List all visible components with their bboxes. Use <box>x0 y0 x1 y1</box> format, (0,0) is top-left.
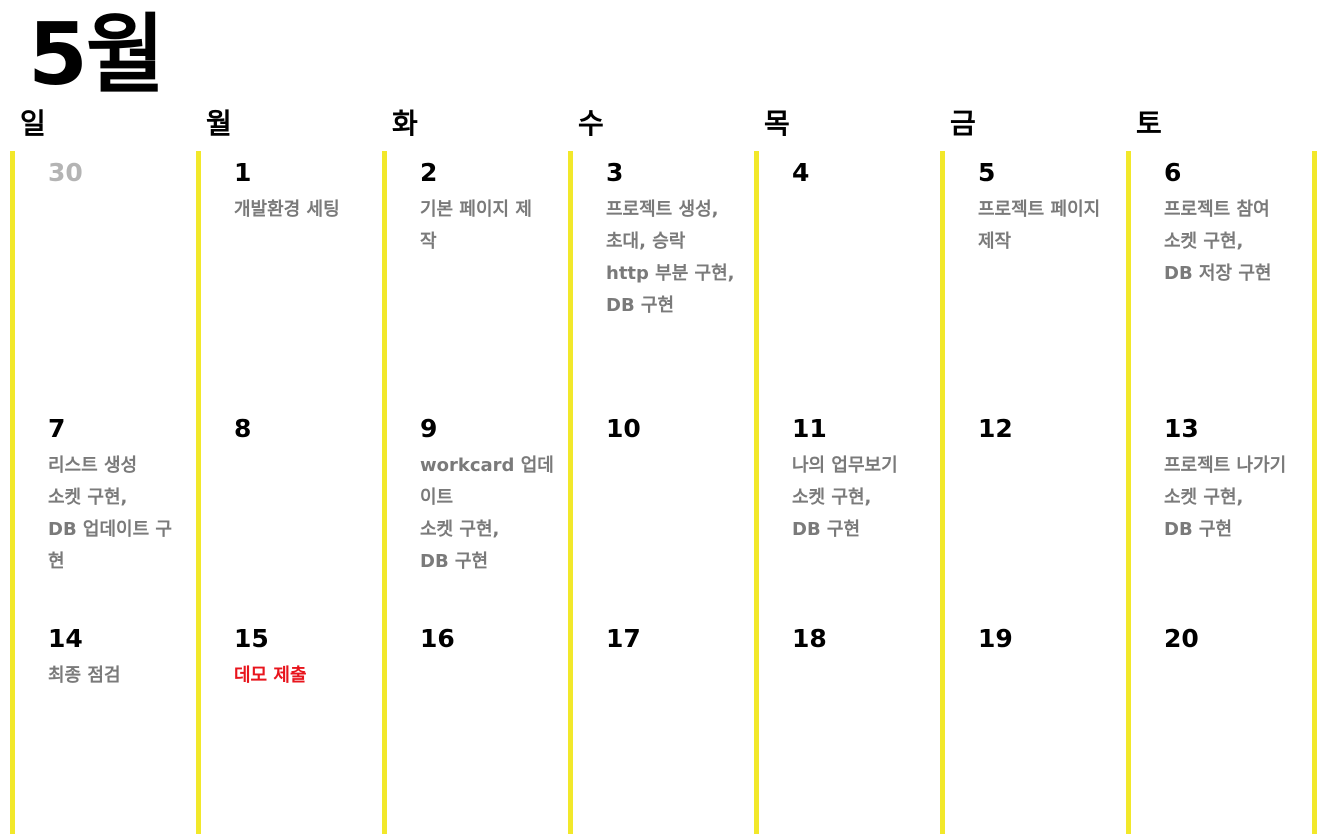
day-number: 6 <box>1164 158 1182 187</box>
event-line: 최종 점검 <box>48 665 121 686</box>
event-line: 현 <box>48 551 65 572</box>
day-number: 19 <box>978 624 1013 653</box>
day-number: 4 <box>792 158 810 187</box>
column-divider <box>1312 151 1317 834</box>
event-line: 제작 <box>978 231 1012 252</box>
day-number: 18 <box>792 624 827 653</box>
event-line: http 부분 구현, <box>606 263 735 284</box>
day-number: 15 <box>234 624 269 653</box>
day-event: 프로젝트 생성, 초대, 승락 http 부분 구현, DB 구현 <box>606 194 784 322</box>
event-line: DB 업데이트 구 <box>48 519 172 540</box>
event-line: 소켓 구현, <box>48 487 128 508</box>
column-divider <box>196 151 201 834</box>
weekday-thu: 목 <box>764 107 790 140</box>
event-line: 소켓 구현, <box>1164 231 1244 252</box>
day-cell[interactable]: 4 <box>792 160 970 190</box>
day-cell[interactable]: 1 개발환경 세팅 <box>234 160 412 226</box>
day-number: 12 <box>978 414 1013 443</box>
event-line: 프로젝트 페이지 <box>978 199 1101 220</box>
column-divider <box>568 151 573 834</box>
event-line: 작 <box>420 231 437 252</box>
event-line: workcard 업데 <box>420 455 554 476</box>
day-event: 데모 제출 <box>234 660 412 692</box>
day-number: 14 <box>48 624 83 653</box>
day-cell[interactable]: 10 <box>606 416 784 446</box>
weekday-sat: 토 <box>1136 107 1162 140</box>
event-line: 소켓 구현, <box>420 519 500 540</box>
day-cell[interactable]: 18 <box>792 626 970 656</box>
event-line: DB 구현 <box>792 519 861 540</box>
month-title: 5월 <box>28 5 165 105</box>
day-number: 9 <box>420 414 438 443</box>
day-cell[interactable]: 20 <box>1164 626 1340 656</box>
day-cell[interactable]: 12 <box>978 416 1156 446</box>
column-divider <box>754 151 759 834</box>
day-cell[interactable]: 14 최종 점검 <box>48 626 226 692</box>
weekday-fri: 금 <box>950 107 976 140</box>
event-line: DB 구현 <box>1164 519 1233 540</box>
day-cell[interactable]: 8 <box>234 416 412 446</box>
event-line: 이트 <box>420 487 454 508</box>
event-line: 프로젝트 나가기 <box>1164 455 1287 476</box>
event-line: 데모 제출 <box>234 665 307 686</box>
event-line: 초대, 승락 <box>606 231 686 252</box>
event-line: 기본 페이지 제 <box>420 199 532 220</box>
event-line: 소켓 구현, <box>792 487 872 508</box>
column-divider <box>940 151 945 834</box>
event-line: 나의 업무보기 <box>792 455 898 476</box>
weekday-tue: 화 <box>392 107 418 140</box>
event-line: DB 구현 <box>420 551 489 572</box>
day-cell[interactable]: 19 <box>978 626 1156 656</box>
day-number: 11 <box>792 414 827 443</box>
day-number: 16 <box>420 624 455 653</box>
day-cell[interactable]: 15 데모 제출 <box>234 626 412 692</box>
event-line: 소켓 구현, <box>1164 487 1244 508</box>
day-cell[interactable]: 17 <box>606 626 784 656</box>
event-line: DB 구현 <box>606 295 675 316</box>
day-number: 20 <box>1164 624 1199 653</box>
day-number: 8 <box>234 414 252 443</box>
day-number: 7 <box>48 414 66 443</box>
day-cell[interactable]: 3 프로젝트 생성, 초대, 승락 http 부분 구현, DB 구현 <box>606 160 784 322</box>
day-number: 13 <box>1164 414 1199 443</box>
column-divider <box>10 151 15 834</box>
weekday-mon: 월 <box>206 107 232 140</box>
day-number: 2 <box>420 158 438 187</box>
weekday-wed: 수 <box>578 107 604 140</box>
day-cell[interactable]: 30 <box>48 160 226 190</box>
event-line: 프로젝트 참여 <box>1164 199 1270 220</box>
day-number: 5 <box>978 158 996 187</box>
weekday-sun: 일 <box>20 107 46 140</box>
column-divider <box>1126 151 1131 834</box>
day-cell[interactable]: 16 <box>420 626 598 656</box>
day-event: 개발환경 세팅 <box>234 194 412 226</box>
day-number: 1 <box>234 158 252 187</box>
event-line: 리스트 생성 <box>48 455 138 476</box>
day-number: 10 <box>606 414 641 443</box>
event-line: 개발환경 세팅 <box>234 199 340 220</box>
day-number: 30 <box>48 158 83 187</box>
event-line: 프로젝트 생성, <box>606 199 719 220</box>
day-number: 3 <box>606 158 624 187</box>
day-number: 17 <box>606 624 641 653</box>
event-line: DB 저장 구현 <box>1164 263 1272 284</box>
column-divider <box>382 151 387 834</box>
day-event: 최종 점검 <box>48 660 226 692</box>
